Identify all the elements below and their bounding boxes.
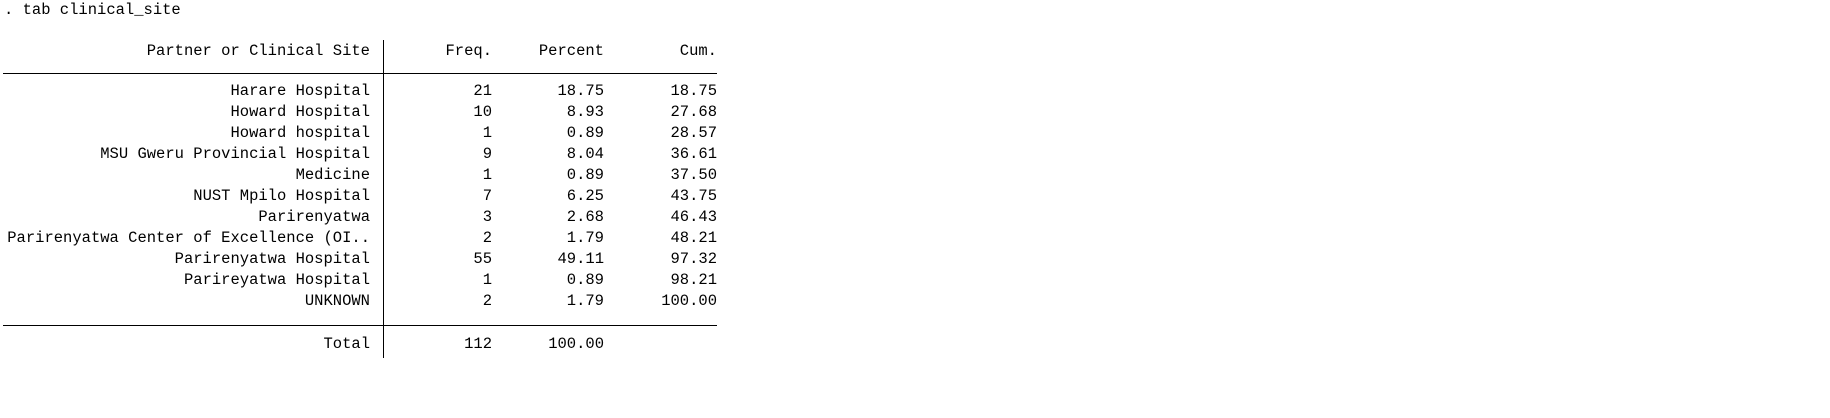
table-row: NUST Mpilo Hospital 7 6.25 43.75 [0,186,720,207]
row-site: Parireyatwa Hospital [183,271,370,289]
table-row: Parirenyatwa 3 2.68 46.43 [0,207,720,228]
row-cum: 36.61 [670,145,717,163]
header-cum: Cum. [679,42,717,60]
table-body: Harare Hospital 21 18.75 18.75 Howard Hospit… [0,81,720,312]
row-freq: 1 [482,124,492,142]
total-row: Total 112 100.00 [0,334,720,355]
row-percent: 1.79 [566,292,604,310]
table-header-row: Partner or Clinical Site Freq. Percent C… [0,40,720,62]
row-percent: 18.75 [557,82,604,100]
row-percent: 0.89 [566,271,604,289]
row-cum: 98.21 [670,271,717,289]
row-site: Parirenyatwa Hospital [174,250,370,268]
row-cum: 27.68 [670,103,717,121]
table-row: Parirenyatwa Hospital 55 49.11 97.32 [0,249,720,270]
table-row: Parirenyatwa Center of Excellence (OI.. 2… [0,228,720,249]
row-freq: 10 [473,103,492,121]
table-row: Medicine 1 0.89 37.50 [0,165,720,186]
table-row: UNKNOWN 2 1.79 100.00 [0,291,720,312]
row-freq: 1 [482,166,492,184]
row-percent: 6.25 [566,187,604,205]
table-row: Howard hospital 1 0.89 28.57 [0,123,720,144]
row-cum: 46.43 [670,208,717,226]
row-freq: 2 [482,229,492,247]
row-cum: 48.21 [670,229,717,247]
row-freq: 21 [473,82,492,100]
row-cum: 43.75 [670,187,717,205]
row-percent: 0.89 [566,124,604,142]
total-percent: 100.00 [548,335,604,353]
row-freq: 2 [482,292,492,310]
row-site: Parirenyatwa Center of Excellence (OI.. [7,229,370,247]
row-cum: 18.75 [670,82,717,100]
row-site: Howard Hospital [230,103,370,121]
row-site: UNKNOWN [304,292,370,310]
row-cum: 28.57 [670,124,717,142]
row-freq: 9 [482,145,492,163]
row-freq: 55 [473,250,492,268]
table-row: Parireyatwa Hospital 1 0.89 98.21 [0,270,720,291]
row-percent: 0.89 [566,166,604,184]
header-percent: Percent [538,42,604,60]
row-site: Medicine [295,166,370,184]
table-row: MSU Gweru Provincial Hospital 9 8.04 36.61 [0,144,720,165]
row-percent: 8.04 [566,145,604,163]
row-cum: 37.50 [670,166,717,184]
total-freq: 112 [464,335,492,353]
total-label: Total [323,335,370,353]
header-divider [3,73,717,74]
header-freq: Freq. [445,42,492,60]
row-freq: 1 [482,271,492,289]
row-site: Parirenyatwa [258,208,370,226]
row-percent: 8.93 [566,103,604,121]
row-cum: 97.32 [670,250,717,268]
row-percent: 2.68 [566,208,604,226]
row-cum: 100.00 [661,292,717,310]
row-site: MSU Gweru Provincial Hospital [100,145,370,163]
total-divider [3,325,717,326]
row-site: NUST Mpilo Hospital [193,187,370,205]
table-row: Howard Hospital 10 8.93 27.68 [0,102,720,123]
command-line: . tab clinical_site [4,1,181,19]
row-percent: 49.11 [557,250,604,268]
row-freq: 7 [482,187,492,205]
row-freq: 3 [482,208,492,226]
row-site: Howard hospital [230,124,370,142]
row-site: Harare Hospital [230,82,370,100]
frequency-table: Partner or Clinical Site Freq. Percent C… [0,40,720,358]
header-site: Partner or Clinical Site [146,42,370,60]
row-percent: 1.79 [566,229,604,247]
column-separator [383,40,384,358]
table-row: Harare Hospital 21 18.75 18.75 [0,81,720,102]
